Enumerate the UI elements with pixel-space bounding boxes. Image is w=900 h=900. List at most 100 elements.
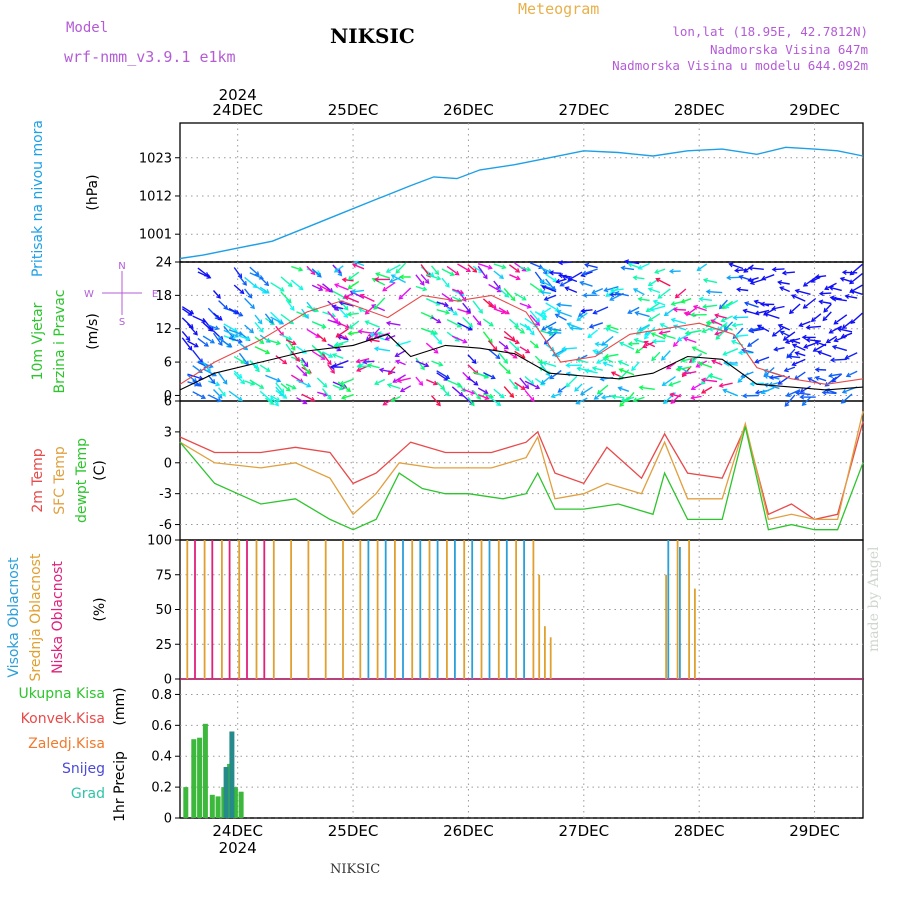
wind-arrow-head <box>702 304 708 310</box>
wind-arrow <box>648 287 661 294</box>
wind-arrow-head <box>661 355 666 361</box>
wind-arrow-head <box>306 382 312 388</box>
wind-arrow <box>467 396 475 406</box>
wind-arrow <box>639 386 655 390</box>
wind-arrow-head <box>501 264 507 270</box>
wind-arrow <box>202 317 214 332</box>
top-day-label: 27DEC <box>559 101 610 119</box>
wind-arrow-head <box>584 368 590 374</box>
wind-arrow <box>849 263 863 276</box>
wind-arrow-head <box>546 329 552 336</box>
wind-arrow-head <box>269 400 275 405</box>
wind-arrow <box>791 294 806 302</box>
wind-arrow-head <box>287 282 293 288</box>
wind-arrow-head <box>749 381 755 387</box>
wind-arrow-head <box>322 382 328 388</box>
wind-arrow <box>699 298 712 301</box>
wind-arrow-head <box>634 310 640 316</box>
wind-arrow <box>638 262 650 270</box>
wind-arrow <box>823 303 832 313</box>
wind-arrow <box>212 332 223 346</box>
wind-arrow-head <box>849 270 855 276</box>
wind-arrow-head <box>620 265 626 271</box>
wind-arrow <box>799 320 811 327</box>
wind-arrow-head <box>794 288 800 294</box>
wind-arrow-head <box>681 371 687 377</box>
wind-arrow <box>693 305 707 312</box>
wind-arrow <box>681 298 692 303</box>
wind-arrow-head <box>291 384 297 390</box>
y-tick-label: 50 <box>155 603 172 618</box>
wind-arrow-head <box>542 313 548 318</box>
wind-arrow-head <box>627 309 633 314</box>
wind-arrow-head <box>291 340 297 346</box>
wind-arrow-head <box>504 309 510 315</box>
wind-arrow <box>539 363 550 376</box>
wind-arrow-head <box>595 359 602 364</box>
pressure-ylabel: Pritisak na nivou mora <box>30 120 46 277</box>
wind-speed-line <box>179 333 864 391</box>
wind-arrow-head <box>526 266 532 272</box>
wind-arrow-head <box>705 289 711 295</box>
wind-arrow-head <box>282 394 288 399</box>
wind-arrow-head <box>845 372 851 378</box>
wind-arrow <box>441 277 450 288</box>
wind-arrow <box>663 392 676 404</box>
wind-arrow-head <box>356 367 362 372</box>
wind-arrow <box>723 321 734 331</box>
wind-arrow-head <box>691 346 697 352</box>
wind-arrow-head <box>334 283 340 288</box>
wind-arrow <box>618 360 630 367</box>
wind-arrow <box>387 383 401 390</box>
wind-arrow-head <box>791 361 797 367</box>
wind-arrow <box>744 302 759 308</box>
y-tick-label: 0.8 <box>151 688 172 703</box>
wind-arrow-head <box>460 387 466 393</box>
wind-arrow-head <box>691 358 696 364</box>
wind-arrow-head <box>332 362 338 368</box>
wind-arrow <box>796 392 811 396</box>
wind-arrow <box>603 357 614 364</box>
wind-arrow <box>270 282 285 292</box>
wind-arrow <box>498 307 510 315</box>
precip-bar <box>232 787 238 818</box>
wind-arrow-head <box>258 327 264 333</box>
wind-arrow <box>529 314 540 326</box>
wind-arrow-head <box>396 377 402 384</box>
wind-arrow-head <box>617 360 623 365</box>
wind-arrow-head <box>426 272 431 278</box>
wind-arrow <box>192 379 202 387</box>
wind-arrow-head <box>604 353 610 359</box>
wind-arrow <box>524 389 535 402</box>
wind-arrow-head <box>259 339 265 344</box>
wind-arrow <box>619 341 635 350</box>
wind-arrow <box>519 377 529 389</box>
wind-arrow-head <box>661 333 667 339</box>
wind-arrow <box>815 341 827 347</box>
wind-arrow <box>803 297 817 309</box>
wind-arrow-head <box>645 307 651 313</box>
wind-arrow-head <box>254 271 260 276</box>
wind-arrow-head <box>742 393 747 399</box>
wind-arrow-head <box>754 310 760 316</box>
wind-arrow-head <box>436 318 442 324</box>
wind-arrow <box>275 355 287 365</box>
wind-arrow <box>391 274 406 284</box>
wind-arrow-head <box>591 289 597 295</box>
wind-arrow <box>371 304 386 312</box>
wind-arrow-head <box>556 302 562 308</box>
wind-arrow <box>363 360 375 363</box>
wind-arrow <box>651 351 661 361</box>
top-day-label: 29DEC <box>789 101 840 119</box>
wind-arrow <box>581 271 593 277</box>
wind-arrow-head <box>812 347 818 352</box>
wind-arrow <box>666 362 676 370</box>
wind-arrow-head <box>422 286 428 292</box>
wind-arrow-head <box>249 328 255 334</box>
wind-arrow <box>430 395 441 406</box>
wind-arrow <box>698 362 713 368</box>
lonlat-label: lon,lat (18.95E, 42.7812N) <box>672 24 868 39</box>
wind-arrow <box>774 347 785 351</box>
wind-arrow <box>322 311 336 317</box>
wind-arrow <box>811 275 822 283</box>
